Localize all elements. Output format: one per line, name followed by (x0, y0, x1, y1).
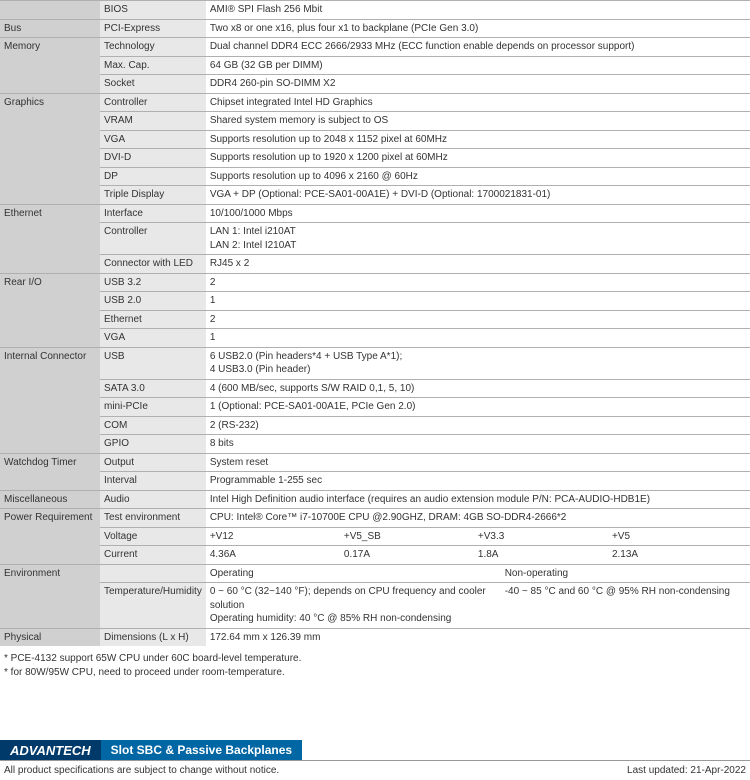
footnote-line: * PCE-4132 support 65W CPU under 60C boa… (4, 652, 746, 666)
value-cell: 0 ~ 60 °C (32~140 °F); depends on CPU fr… (206, 583, 750, 629)
subcategory-cell: Test environment (100, 509, 206, 528)
subcategory-cell: Technology (100, 38, 206, 57)
value-cell: System reset (206, 453, 750, 472)
subcategory-cell: Connector with LED (100, 255, 206, 274)
subcategory-cell: VGA (100, 130, 206, 149)
value-cell: 4 (600 MB/sec, supports S/W RAID 0,1, 5,… (206, 379, 750, 398)
subcategory-cell: Interval (100, 472, 206, 491)
category-cell: Environment (0, 564, 100, 628)
value-cell: +V12+V5_SB+V3.3+V5 (206, 527, 750, 546)
subcategory-cell: VGA (100, 329, 206, 348)
subcategory-cell (100, 564, 206, 583)
value-cell: VGA + DP (Optional: PCE-SA01-00A1E) + DV… (206, 186, 750, 205)
spec-table: BIOSAMI® SPI Flash 256 Mbit BusPCI-Expres… (0, 0, 750, 646)
value-cell: Supports resolution up to 1920 x 1200 pi… (206, 149, 750, 168)
value-cell: 6 USB2.0 (Pin headers*4 + USB Type A*1);… (206, 347, 750, 379)
subcategory-cell: Temperature/Humidity (100, 583, 206, 629)
value-cell: Shared system memory is subject to OS (206, 112, 750, 131)
footnotes: * PCE-4132 support 65W CPU under 60C boa… (0, 646, 750, 740)
value-cell: 10/100/1000 Mbps (206, 204, 750, 223)
value-cell: 1 (206, 329, 750, 348)
value-cell: 2 (206, 310, 750, 329)
value-cell: 2 (RS-232) (206, 416, 750, 435)
subcategory-cell: PCI-Express (100, 19, 206, 38)
brand-logo: ADVANTECH (0, 740, 101, 760)
subcategory-cell: Controller (100, 223, 206, 255)
value-cell: 4.36A0.17A1.8A2.13A (206, 546, 750, 565)
value-cell: Dual channel DDR4 ECC 2666/2933 MHz (ECC… (206, 38, 750, 57)
subcategory-cell: USB (100, 347, 206, 379)
subcategory-cell: USB 3.2 (100, 273, 206, 292)
subcategory-cell: Triple Display (100, 186, 206, 205)
subcategory-cell: Audio (100, 490, 206, 509)
category-cell: Ethernet (0, 204, 100, 273)
footer-info: All product specifications are subject t… (0, 760, 750, 780)
footer-bar: ADVANTECH Slot SBC & Passive Backplanes (0, 740, 750, 760)
value-cell: 2 (206, 273, 750, 292)
category-cell: Memory (0, 38, 100, 94)
subcategory-cell: SATA 3.0 (100, 379, 206, 398)
value-cell: Programmable 1-255 sec (206, 472, 750, 491)
last-updated: Last updated: 21-Apr-2022 (627, 765, 746, 776)
category-cell: Graphics (0, 93, 100, 204)
footnote-line: * for 80W/95W CPU, need to proceed under… (4, 666, 746, 680)
category-cell: Bus (0, 19, 100, 38)
subcategory-cell: Socket (100, 75, 206, 94)
value-cell: 64 GB (32 GB per DIMM) (206, 56, 750, 75)
value-cell: RJ45 x 2 (206, 255, 750, 274)
value-cell: 1 (206, 292, 750, 311)
value-cell: 1 (Optional: PCE-SA01-00A1E, PCIe Gen 2.… (206, 398, 750, 417)
value-cell: Chipset integrated Intel HD Graphics (206, 93, 750, 112)
value-cell: AMI® SPI Flash 256 Mbit (206, 1, 750, 20)
subcategory-cell: Dimensions (L x H) (100, 628, 206, 646)
subcategory-cell: COM (100, 416, 206, 435)
subcategory-cell: Ethernet (100, 310, 206, 329)
value-cell: Supports resolution up to 4096 x 2160 @ … (206, 167, 750, 186)
subcategory-cell: Voltage (100, 527, 206, 546)
value-cell: Two x8 or one x16, plus four x1 to backp… (206, 19, 750, 38)
value-cell: 172.64 mm x 126.39 mm (206, 628, 750, 646)
subcategory-cell: VRAM (100, 112, 206, 131)
value-cell: CPU: Intel® Core™ i7-10700E CPU @2.90GHZ… (206, 509, 750, 528)
product-category: Slot SBC & Passive Backplanes (101, 740, 302, 760)
category-cell: Power Requirement (0, 509, 100, 565)
disclaimer: All product specifications are subject t… (4, 765, 279, 776)
subcategory-cell: DP (100, 167, 206, 186)
category-cell: Miscellaneous (0, 490, 100, 509)
subcategory-cell: Output (100, 453, 206, 472)
category-cell (0, 1, 100, 20)
subcategory-cell: DVI-D (100, 149, 206, 168)
category-cell: Rear I/O (0, 273, 100, 347)
subcategory-cell: Interface (100, 204, 206, 223)
subcategory-cell: GPIO (100, 435, 206, 454)
value-cell: Supports resolution up to 2048 x 1152 pi… (206, 130, 750, 149)
value-cell: Intel High Definition audio interface (r… (206, 490, 750, 509)
value-cell: OperatingNon-operating (206, 564, 750, 583)
value-cell: 8 bits (206, 435, 750, 454)
category-cell: Internal Connector (0, 347, 100, 453)
subcategory-cell: mini-PCIe (100, 398, 206, 417)
value-cell: DDR4 260-pin SO-DIMM X2 (206, 75, 750, 94)
subcategory-cell: Current (100, 546, 206, 565)
subcategory-cell: BIOS (100, 1, 206, 20)
category-cell: Physical (0, 628, 100, 646)
subcategory-cell: Controller (100, 93, 206, 112)
value-cell: LAN 1: Intel i210ATLAN 2: Intel I210AT (206, 223, 750, 255)
subcategory-cell: USB 2.0 (100, 292, 206, 311)
subcategory-cell: Max. Cap. (100, 56, 206, 75)
category-cell: Watchdog Timer (0, 453, 100, 490)
